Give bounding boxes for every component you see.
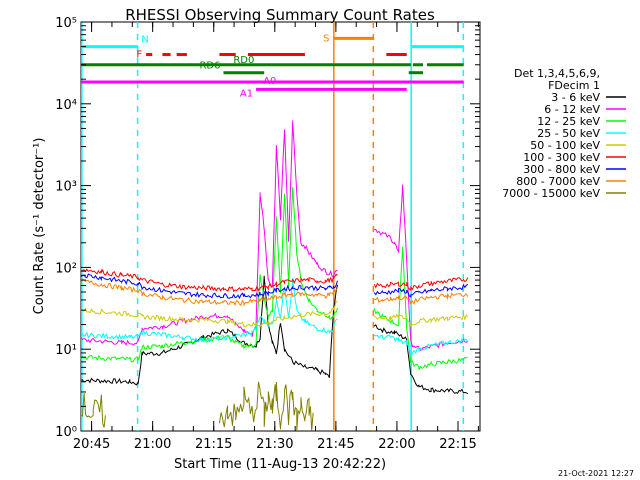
flag-bars: N S F RD0 RD6 A0 A1 xyxy=(81,33,464,99)
flag-bar-label: S xyxy=(323,33,329,44)
y-tick-label: 10⁵ xyxy=(55,16,77,31)
series-line xyxy=(80,187,468,370)
series-line xyxy=(80,120,469,352)
series-line xyxy=(80,278,469,355)
legend-entry: 12 - 25 keV xyxy=(537,115,600,128)
series-line xyxy=(80,268,469,293)
y-tick-label: 10⁴ xyxy=(55,98,77,113)
flag-bar-label: RD6 xyxy=(199,61,220,72)
x-axis-label: Start Time (11-Aug-13 20:42:22) xyxy=(174,457,386,472)
x-tick-label: 22:15 xyxy=(439,437,476,452)
series-line xyxy=(80,278,469,307)
x-tick-label: 20:45 xyxy=(73,437,110,452)
x-tick-label: 22:00 xyxy=(378,437,415,452)
series-line xyxy=(80,300,469,328)
legend-entry: 25 - 50 keV xyxy=(537,127,600,140)
legend-header: FDecim 1 xyxy=(548,79,600,92)
flag-bar-label: N xyxy=(141,35,148,46)
y-tick-label: 10¹ xyxy=(55,343,77,358)
y-tick-label: 10⁰ xyxy=(55,425,77,440)
flag-bar-label: F xyxy=(136,50,142,61)
legend-entry: 100 - 300 keV xyxy=(523,151,600,164)
flag-bar-label: RD0 xyxy=(233,55,254,66)
x-tick-label: 21:30 xyxy=(256,437,293,452)
legend-entry: 7000 - 15000 keV xyxy=(502,187,600,200)
footer-timestamp: 21-Oct-2021 12:27 xyxy=(558,469,634,478)
legend-header: Det 1,3,4,5,6,9, xyxy=(514,67,600,80)
series-layer xyxy=(80,120,469,432)
legend-entry: 50 - 100 keV xyxy=(530,139,600,152)
plot-frame xyxy=(80,21,481,432)
legend-entry: 6 - 12 keV xyxy=(544,103,600,116)
y-axis: 10⁰ 10¹ 10² 10³ 10⁴ 10⁵ xyxy=(55,16,480,440)
vertical-markers xyxy=(81,22,465,431)
x-axis: 20:45 21:00 21:15 21:30 21:45 22:00 22:15 xyxy=(73,22,479,452)
series-line xyxy=(80,275,469,395)
y-tick-label: 10³ xyxy=(55,180,77,195)
chart-title: RHESSI Observing Summary Count Rates xyxy=(125,6,435,24)
y-tick-label: 10² xyxy=(55,261,77,276)
x-tick-label: 21:15 xyxy=(195,437,232,452)
y-axis-label: Count Rate (s⁻¹ detector⁻¹) xyxy=(32,138,47,315)
series-line xyxy=(80,273,469,300)
flag-bar-label: A0 xyxy=(263,76,276,87)
legend-entry: 3 - 6 keV xyxy=(551,91,600,104)
series-line xyxy=(80,381,314,432)
flag-bar-label: A1 xyxy=(240,88,253,99)
x-tick-label: 21:00 xyxy=(134,437,171,452)
legend-entry: 800 - 7000 keV xyxy=(516,175,600,188)
legend-entry: 300 - 800 keV xyxy=(523,163,600,176)
x-tick-label: 21:45 xyxy=(317,437,354,452)
